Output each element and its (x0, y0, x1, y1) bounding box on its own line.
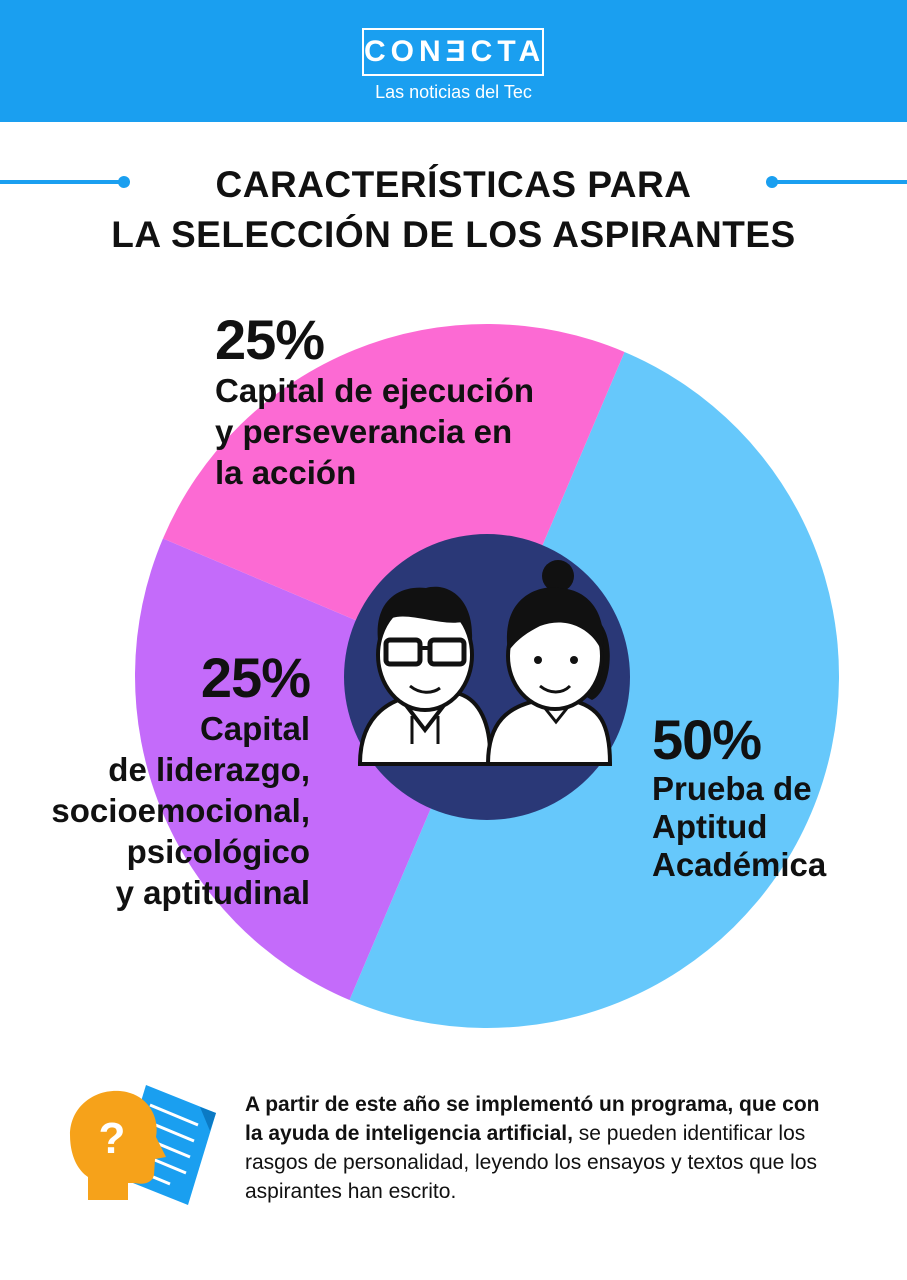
slice-label-liderazgo: 25% Capital de liderazgo, socioemocional… (20, 646, 311, 913)
brand-logo[interactable]: CONƎCTA (362, 28, 544, 76)
slice-percent-liderazgo: 25% (200, 646, 311, 709)
title-rule-right-dot (766, 176, 778, 188)
slice-text-prueba-2: Aptitud (652, 808, 768, 845)
page-title-line-2: LA SELECCIÓN DE LOS ASPIRANTES (111, 214, 796, 255)
ai-reading-illustration: ? (58, 1075, 228, 1225)
slice-percent-ejecucion: 25% (215, 308, 325, 371)
brand-name: CONƎCTA (364, 35, 546, 68)
title-rule-left-dot (118, 176, 130, 188)
slice-label-prueba: 50% Prueba de Aptitud Académica (652, 710, 826, 884)
two-students-icon (344, 534, 630, 820)
slice-text-liderazgo-1: Capital (199, 710, 310, 747)
title-rule-left (0, 180, 122, 184)
slice-text-ejecucion-3: la acción (215, 454, 357, 491)
slice-text-prueba-1: Prueba de (652, 770, 812, 807)
brand-tagline: Las noticias del Tec (375, 82, 532, 102)
slice-text-ejecucion-1: Capital de ejecución (215, 372, 535, 409)
ai-note: A partir de este año se implementó un pr… (245, 1090, 835, 1206)
slice-text-liderazgo-2: de liderazgo, (108, 751, 310, 788)
slice-text-liderazgo-5: y aptitudinal (115, 874, 310, 911)
ai-note-regular: se pueden identificar los rasgos de pers… (245, 1122, 818, 1203)
ai-note-bold: A partir de este año se implementó un pr… (245, 1093, 820, 1145)
slice-text-ejecucion-2: y perseverancia en (215, 413, 513, 450)
slice-percent-prueba: 50% (652, 708, 762, 771)
page-title-line-1: CARACTERÍSTICAS PARA (215, 164, 692, 205)
slice-text-liderazgo-3: socioemocional, (51, 792, 310, 829)
slice-text-liderazgo-4: psicológico (126, 833, 310, 870)
slice-text-prueba-3: Académica (652, 846, 827, 883)
slice-label-ejecucion: 25% Capital de ejecución y perseverancia… (215, 310, 534, 493)
header-bar: CONƎCTA Las noticias del Tec (0, 0, 907, 122)
head-question-icon: ? (70, 1090, 166, 1200)
svg-text:?: ? (99, 1114, 126, 1163)
page-title: CARACTERÍSTICAS PARA LA SELECCIÓN DE LOS… (0, 160, 907, 260)
title-rule-right (772, 180, 907, 184)
